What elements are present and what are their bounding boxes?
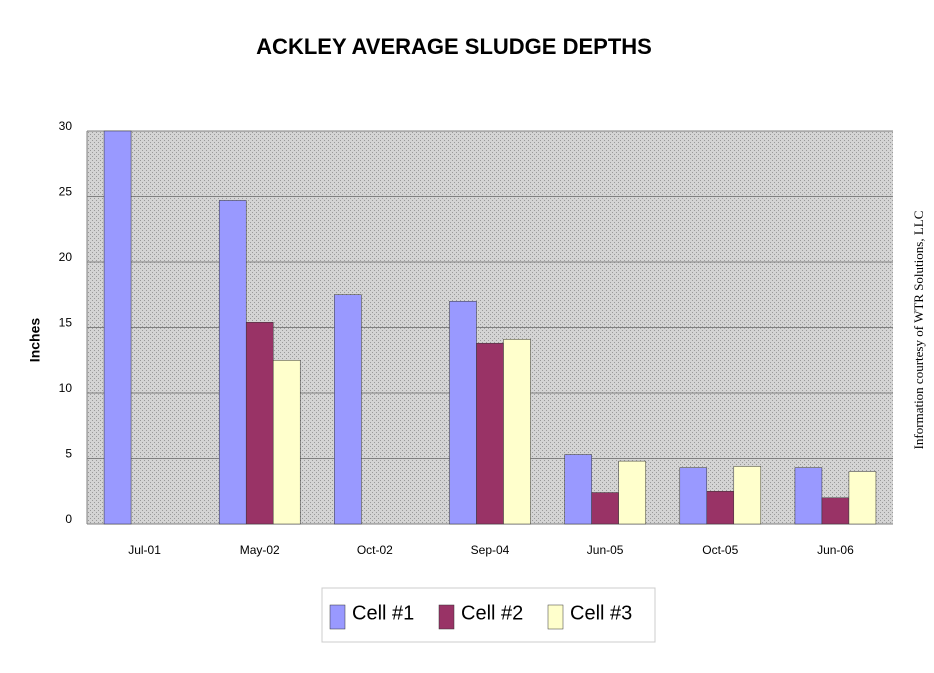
legend-label: Cell #3 (570, 602, 632, 624)
y-axis-title: Inches (27, 318, 43, 363)
bar (679, 467, 708, 525)
x-tick-label: Jun-06 (817, 543, 854, 557)
chart-title: ACKLEY AVERAGE SLUDGE DEPTHS (256, 34, 652, 59)
bar (564, 454, 592, 525)
x-tick-label: Sep-04 (471, 543, 510, 557)
x-tick-label: Jul-01 (128, 543, 161, 557)
y-tick-label: 0 (65, 512, 72, 526)
legend-swatch (547, 604, 564, 630)
y-tick-label: 30 (59, 119, 73, 133)
bar (706, 491, 735, 525)
bar (272, 360, 301, 525)
y-tick-label: 25 (59, 185, 73, 199)
bar (476, 342, 504, 525)
bar (821, 497, 850, 525)
legend-swatch (438, 604, 455, 630)
legend-label: Cell #1 (352, 602, 414, 624)
bar (245, 322, 274, 525)
bar (218, 200, 247, 525)
bar (103, 130, 132, 525)
legend-label: Cell #2 (461, 602, 523, 624)
bar (449, 301, 477, 525)
legend-box (321, 587, 656, 643)
x-tick-label: Oct-02 (357, 543, 393, 557)
x-tick-label: Jun-05 (587, 543, 624, 557)
bar (591, 492, 619, 525)
y-tick-label: 5 (65, 447, 72, 461)
x-tick-label: Oct-05 (702, 543, 738, 557)
bar (794, 467, 823, 525)
annotation: Information courtesy of WTR Solutions, L… (911, 211, 926, 450)
bar (848, 471, 877, 525)
legend-swatch (329, 604, 346, 630)
y-tick-label: 10 (59, 381, 73, 395)
y-tick-label: 15 (59, 316, 73, 330)
bar (733, 466, 762, 525)
bar (618, 460, 646, 525)
bar (334, 294, 362, 525)
bar (503, 339, 531, 525)
y-tick-label: 20 (59, 250, 73, 264)
x-tick-label: May-02 (240, 543, 280, 557)
